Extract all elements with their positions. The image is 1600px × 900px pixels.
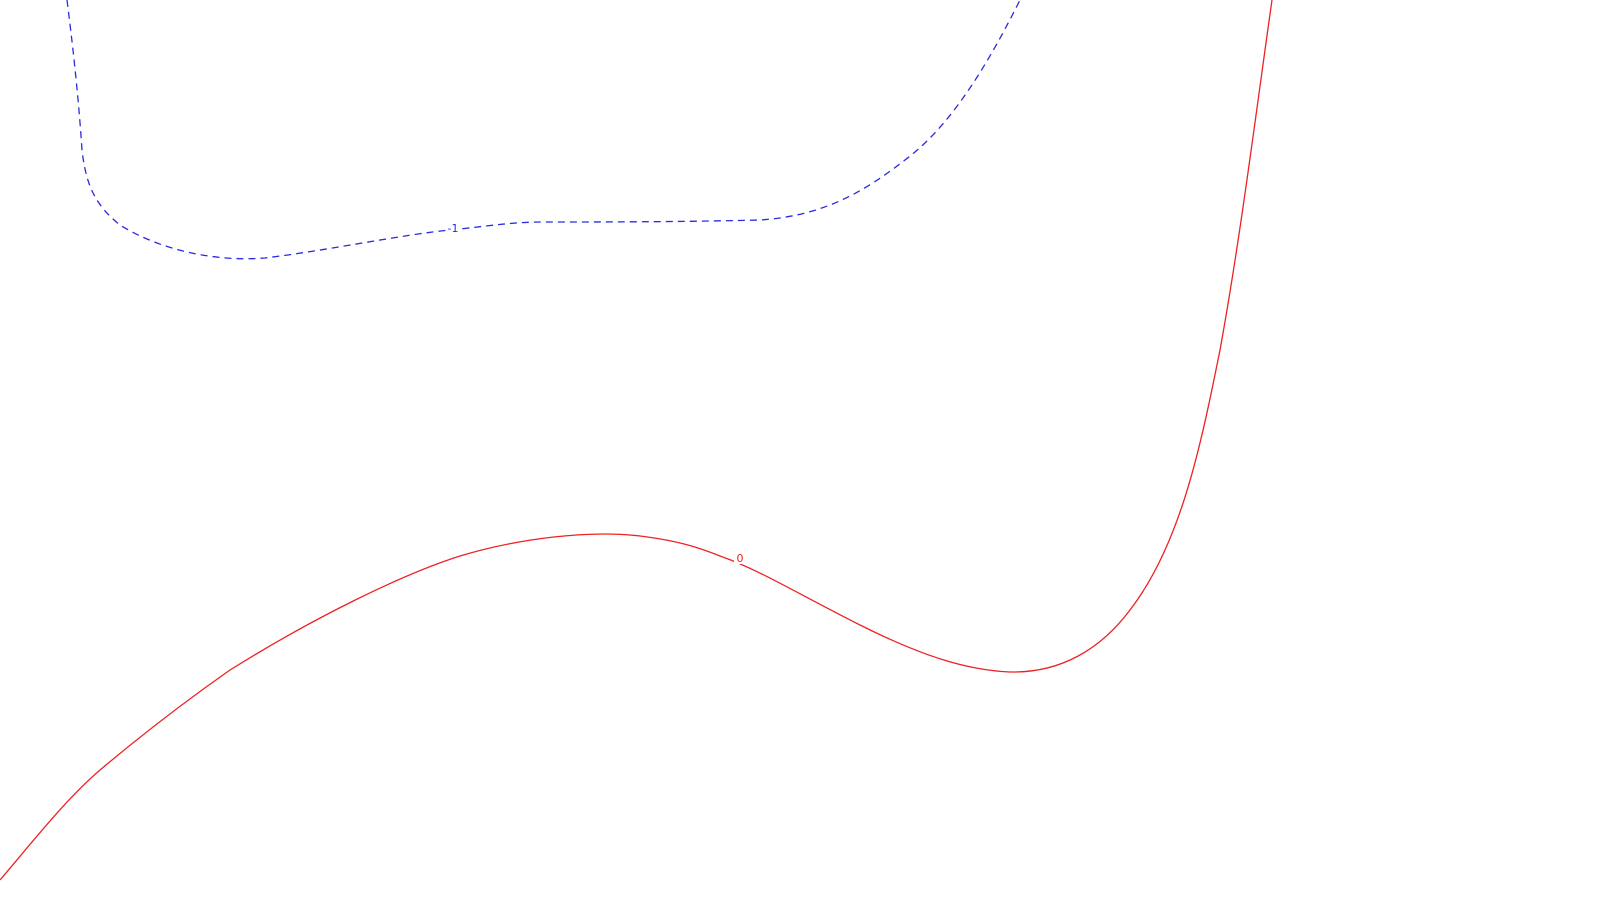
contour-label-0: 0 — [737, 552, 744, 565]
contour-label-bg-0 — [734, 551, 746, 564]
contour-label-neg1: -1 — [448, 222, 459, 235]
contour-line-level-0 — [0, 0, 1273, 881]
contour-label-bg-neg1 — [446, 221, 460, 234]
contour-line-level-neg1 — [66, 0, 1021, 260]
